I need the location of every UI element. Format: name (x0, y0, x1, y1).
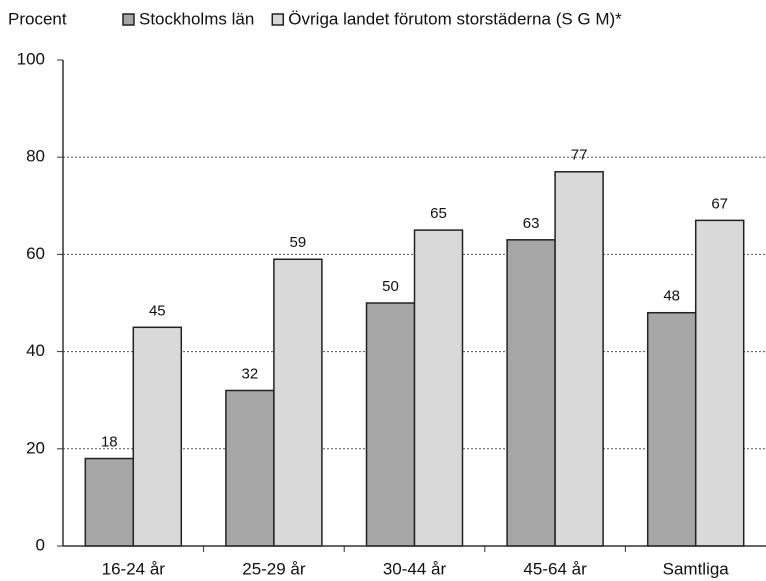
bar (694, 219, 745, 547)
data-label: 48 (663, 288, 680, 305)
x-tick-label: 25-29 år (242, 559, 306, 578)
bar (413, 229, 464, 547)
y-tick-label: 60 (26, 244, 45, 263)
bar (273, 258, 323, 547)
bar (365, 302, 416, 547)
data-label: 59 (290, 234, 307, 251)
data-label: 63 (523, 215, 540, 232)
bar (646, 311, 697, 547)
legend-swatch (271, 13, 285, 26)
data-label: 65 (430, 205, 447, 222)
y-tick-label: 40 (26, 341, 45, 360)
legend-label: Stockholms län (139, 9, 254, 28)
y-tick-label: 80 (26, 147, 45, 166)
bar (554, 171, 604, 547)
x-tick-label: 16-24 år (102, 559, 166, 578)
data-label: 18 (101, 433, 118, 450)
legend-label: Övriga landet förutom storstäderna (S G … (288, 9, 622, 28)
data-label: 32 (242, 365, 259, 382)
y-tick-label: 0 (36, 535, 45, 554)
legend-swatch (122, 13, 135, 26)
y-tick-label: 100 (17, 49, 45, 68)
bar (132, 326, 183, 547)
x-tick-label: 45-64 år (523, 559, 587, 578)
data-label: 77 (571, 147, 588, 164)
y-tick-label: 20 (26, 438, 45, 457)
x-tick-label: Samtliga (663, 559, 730, 578)
x-tick-label: 30-44 år (383, 559, 447, 578)
bar (84, 457, 135, 547)
data-label: 45 (149, 302, 166, 319)
data-label: 50 (382, 278, 399, 295)
data-label: 67 (711, 195, 728, 212)
y-axis-label: Procent (8, 9, 67, 28)
bar (506, 239, 556, 547)
bar (225, 389, 275, 547)
